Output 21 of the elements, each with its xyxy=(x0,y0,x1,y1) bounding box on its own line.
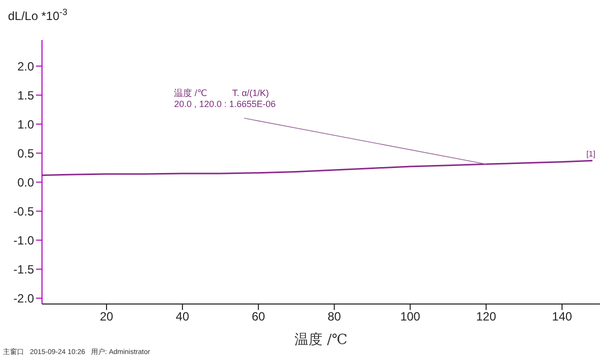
y-tick-label: -2.0 xyxy=(13,291,34,306)
x-axis-title: 温度 /℃ xyxy=(294,332,348,348)
x-tick-label: 120 xyxy=(476,310,496,324)
y-axis-title: dL/Lo *10$^{-3}$ xyxy=(8,7,68,23)
y-tick-label: -0.5 xyxy=(13,204,34,218)
y-tick-label: 2.0 xyxy=(17,59,34,74)
line-series xyxy=(42,160,594,176)
x-tick-label: 140 xyxy=(552,310,572,324)
y-tick-label: 1.5 xyxy=(17,88,34,102)
y-tick-label: 1.0 xyxy=(17,117,34,132)
y-tick-label: 0.0 xyxy=(17,175,34,190)
y-tick-label: -1.5 xyxy=(13,262,34,276)
annotation: [1] xyxy=(586,150,596,159)
x-tick-label: 40 xyxy=(176,310,190,324)
x-tick-label: 100 xyxy=(400,310,421,324)
x-tick-label: 20 xyxy=(100,310,114,324)
y-tick-label: -1.0 xyxy=(13,233,34,248)
x-tick-label: 60 xyxy=(252,310,266,324)
annotation: 温度 /℃ T. α/(1/K) 20.0 , 120.0 : 1.6655E-06 xyxy=(174,88,276,110)
y-tick-label: 0.5 xyxy=(17,146,34,160)
x-tick-label: 80 xyxy=(328,310,342,324)
